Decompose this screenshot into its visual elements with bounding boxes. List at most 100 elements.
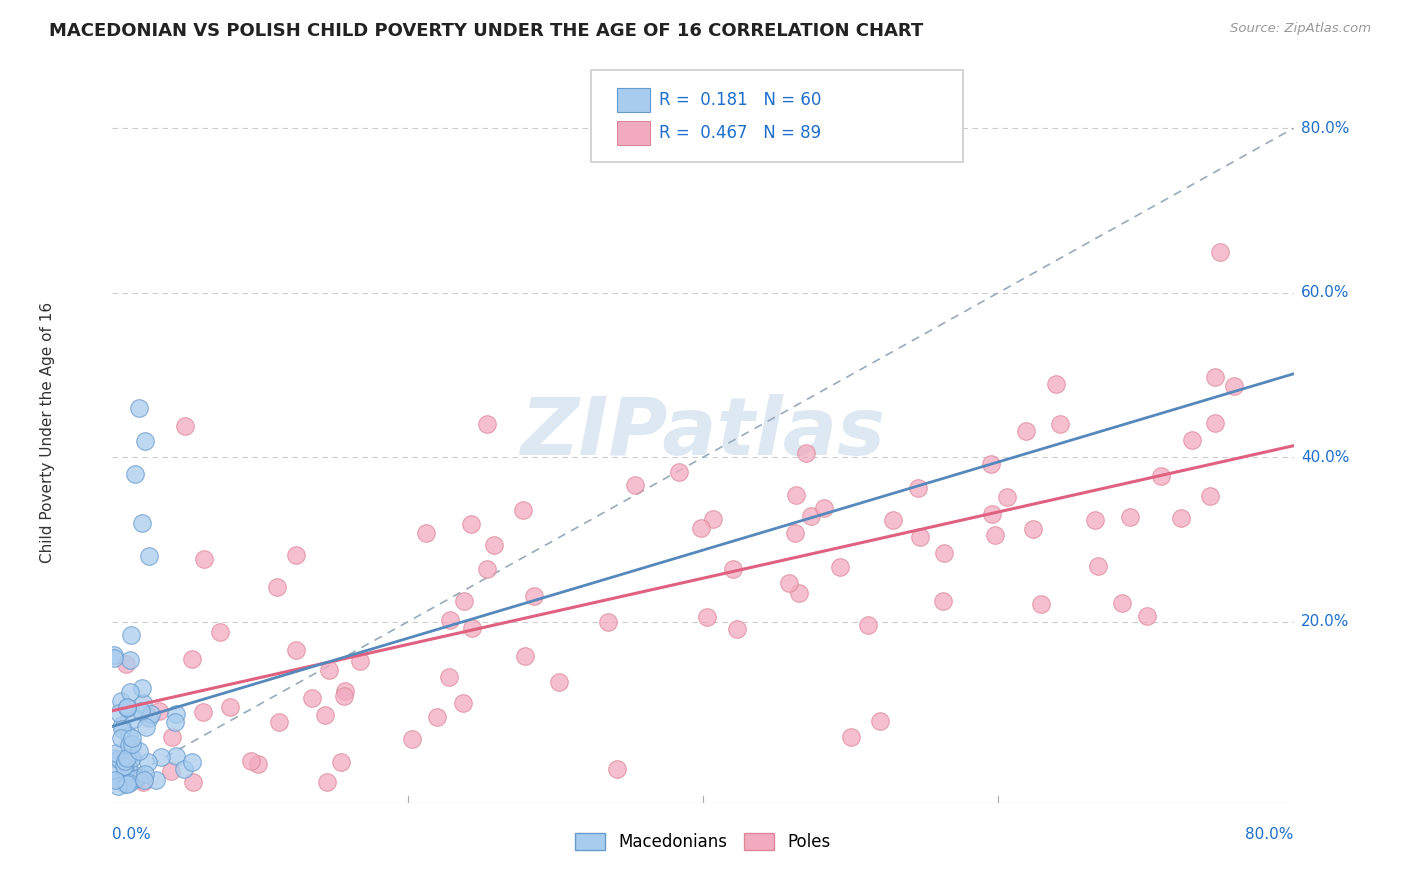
Point [135, 720, 157, 734]
Point [107, 706, 129, 721]
Point [180, 651, 202, 665]
Point [121, 737, 143, 751]
Point [103, 751, 125, 765]
Point [1022, 522, 1045, 536]
Point [117, 776, 139, 790]
Point [813, 501, 835, 516]
Point [124, 772, 146, 786]
Point [316, 775, 339, 789]
Point [1208, 244, 1232, 259]
Point [107, 779, 129, 793]
Point [128, 744, 150, 758]
Point [778, 576, 800, 591]
Point [193, 551, 215, 566]
Point [118, 738, 141, 752]
Point [118, 729, 141, 743]
Point [908, 530, 931, 544]
Point [624, 478, 647, 492]
Point [285, 642, 308, 657]
Point [108, 772, 131, 787]
Text: ZIPatlas: ZIPatlas [520, 393, 886, 472]
Point [1087, 558, 1109, 573]
Point [330, 755, 353, 769]
Point [149, 750, 172, 764]
Point [1170, 510, 1192, 524]
Point [103, 648, 125, 662]
Point [785, 525, 807, 540]
Point [173, 762, 195, 776]
Point [114, 754, 136, 768]
Point [477, 562, 499, 576]
Point [138, 711, 160, 725]
Point [512, 503, 534, 517]
Point [335, 684, 357, 698]
Point [174, 419, 197, 434]
Point [122, 712, 145, 726]
Point [907, 481, 929, 495]
Point [117, 777, 139, 791]
Point [606, 762, 628, 776]
Point [267, 715, 290, 730]
Point [115, 751, 138, 765]
Text: R =  0.181   N = 60: R = 0.181 N = 60 [659, 91, 821, 109]
Point [134, 767, 156, 781]
Point [984, 528, 1007, 542]
Point [1180, 433, 1202, 447]
Point [103, 763, 125, 777]
Point [138, 549, 160, 563]
Point [162, 730, 184, 744]
Point [114, 763, 136, 777]
Point [181, 755, 204, 769]
Point [122, 767, 145, 781]
Text: Source: ZipAtlas.com: Source: ZipAtlas.com [1230, 22, 1371, 36]
Point [165, 714, 187, 729]
Point [104, 773, 127, 788]
Point [932, 594, 955, 608]
Point [165, 707, 187, 722]
Point [461, 621, 484, 635]
Point [475, 417, 498, 431]
Point [117, 760, 139, 774]
Point [120, 653, 142, 667]
Point [482, 539, 505, 553]
Point [134, 772, 156, 787]
Point [689, 520, 711, 534]
Point [980, 457, 1002, 471]
Point [112, 759, 135, 773]
Point [131, 696, 153, 710]
Point [134, 434, 156, 448]
FancyBboxPatch shape [591, 70, 963, 162]
Point [401, 731, 423, 746]
Point [114, 777, 136, 791]
Text: 80.0%: 80.0% [1301, 120, 1350, 136]
Point [839, 730, 862, 744]
FancyBboxPatch shape [617, 88, 650, 112]
Point [725, 622, 748, 636]
Point [869, 714, 891, 728]
Point [1223, 379, 1246, 393]
Point [513, 648, 536, 663]
Point [148, 704, 170, 718]
Point [596, 615, 619, 629]
Point [426, 710, 449, 724]
Text: 0.0%: 0.0% [112, 828, 152, 842]
Point [460, 517, 482, 532]
Point [208, 625, 231, 640]
Point [828, 560, 851, 574]
Point [981, 507, 1004, 521]
Point [1119, 510, 1142, 524]
Point [125, 771, 148, 785]
Point [1029, 597, 1052, 611]
Point [115, 701, 138, 715]
Point [856, 618, 879, 632]
Point [800, 508, 823, 523]
FancyBboxPatch shape [617, 121, 650, 145]
Point [1204, 369, 1226, 384]
Point [120, 750, 142, 764]
Point [995, 490, 1018, 504]
Point [415, 526, 437, 541]
Point [115, 699, 138, 714]
Point [721, 562, 744, 576]
Point [547, 675, 569, 690]
Point [932, 546, 955, 560]
